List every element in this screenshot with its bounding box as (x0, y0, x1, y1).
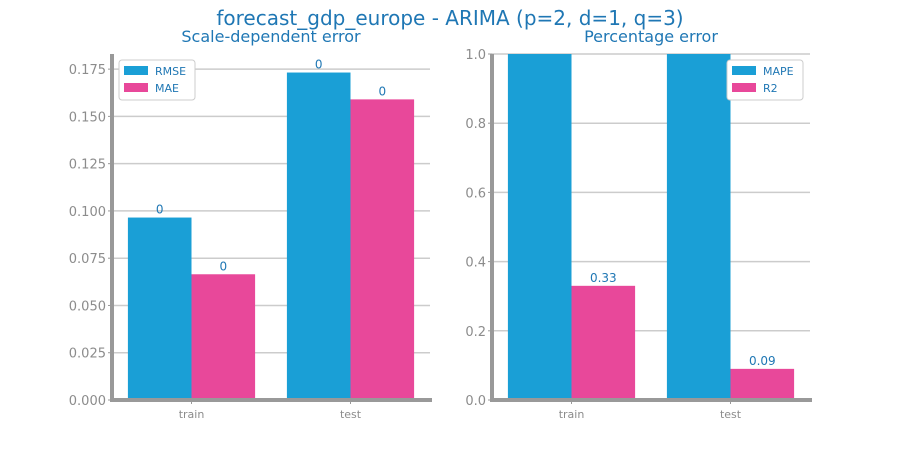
bar-r2-test (730, 368, 795, 400)
data-label: 0.09 (749, 354, 776, 368)
y-tick-label: 0.075 (69, 252, 106, 267)
figure-title: forecast_gdp_europe - ARIMA (p=2, d=1, q… (216, 6, 683, 30)
data-label: 0.33 (590, 271, 617, 285)
legend-swatch (124, 83, 148, 92)
data-label: 0 (219, 259, 227, 273)
y-tick-label: 0.0 (465, 394, 486, 409)
data-label: 0 (378, 84, 386, 98)
y-tick-label: 0.000 (69, 394, 106, 409)
y-tick-label: 0.100 (69, 205, 106, 220)
bar-mae-train (191, 274, 256, 400)
y-tick-label: 1.0 (465, 48, 486, 63)
x-tick-label: test (720, 408, 742, 421)
y-tick-label: 0.025 (69, 347, 106, 362)
x-tick-label: test (340, 408, 362, 421)
legend: MAPE R2 (726, 59, 804, 101)
y-tick-label: 0.4 (465, 256, 486, 271)
bar-rmse-train (127, 217, 192, 400)
legend-swatch (732, 83, 756, 92)
bar-r2-train (571, 285, 636, 400)
chart-title: Percentage error (584, 27, 718, 46)
y-tick-label: 0.6 (465, 186, 486, 201)
legend-label: R2 (763, 82, 778, 95)
chart-panel-1: Scale-dependent error 0.000 0.025 0.050 0.07… (69, 27, 432, 421)
legend-swatch (124, 66, 148, 75)
legend-label: RMSE (155, 65, 186, 78)
y-tick-label: 0.175 (69, 63, 106, 78)
y-tick-label: 0.2 (465, 325, 486, 340)
legend-swatch (732, 66, 756, 75)
x-tick-label: train (179, 408, 205, 421)
x-tick-label: train (559, 408, 585, 421)
bar-mae-test (350, 99, 415, 401)
y-tick-label: 0.125 (69, 158, 106, 173)
bar-rmse-test (286, 72, 351, 400)
y-tick-label: 0.050 (69, 299, 106, 314)
legend: RMSE MAE (118, 59, 196, 101)
legend-label: MAE (155, 82, 179, 95)
legend-label: MAPE (763, 65, 794, 78)
chart-panel-2: Percentage error 0.0 0.2 0.4 0.6 0.8 1.0 0.33 tr… (465, 27, 812, 421)
y-tick-label: 0.8 (465, 117, 486, 132)
bar-mape-train (507, 54, 572, 400)
y-tick-label: 0.150 (69, 110, 106, 125)
bar-mape-test (666, 54, 731, 400)
data-label: 0 (156, 203, 164, 217)
chart-title: Scale-dependent error (181, 27, 361, 46)
data-label: 0 (315, 58, 323, 72)
